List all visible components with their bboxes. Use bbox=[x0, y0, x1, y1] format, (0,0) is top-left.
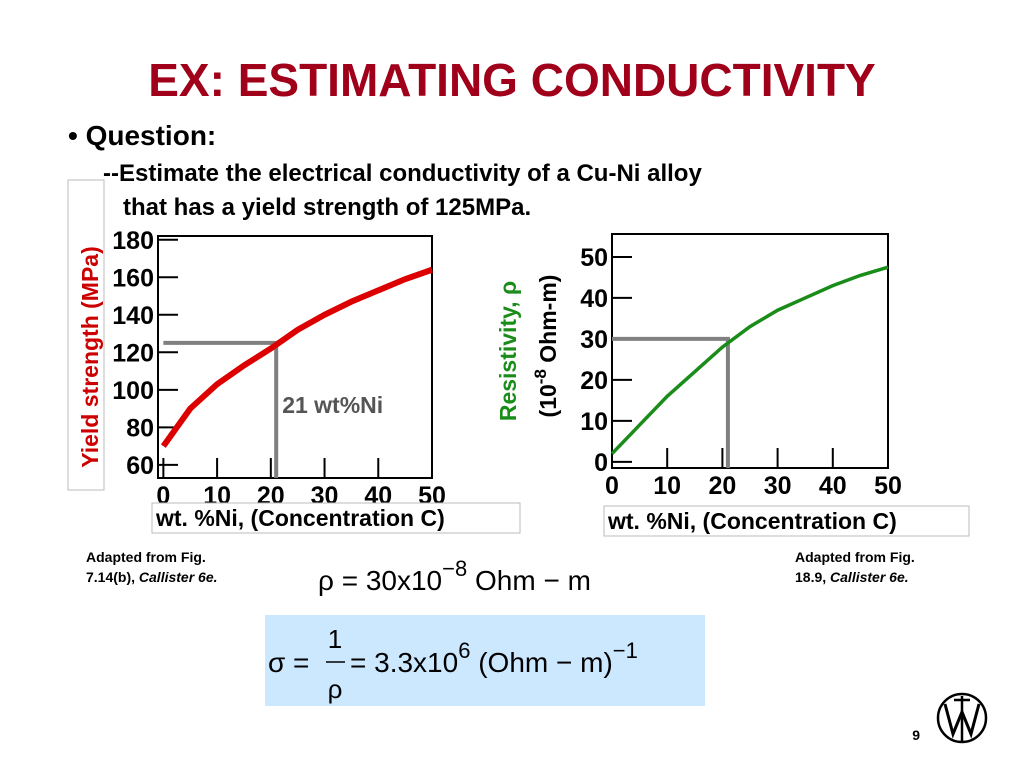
bullet: • Question: bbox=[68, 120, 216, 151]
y-axis-label: Yield strength (MPa) bbox=[77, 246, 103, 468]
caption: 7.14(b), Callister 6e. bbox=[86, 569, 218, 585]
y-axis-label: Resistivity, ρ bbox=[495, 281, 521, 421]
y-tick-label: 0 bbox=[594, 449, 608, 477]
y-tick-label: 30 bbox=[580, 326, 608, 354]
x-axis-label: wt. %Ni, (Concentration C) bbox=[155, 505, 445, 531]
fraction-den: ρ bbox=[328, 674, 343, 704]
page-number: 9 bbox=[912, 727, 920, 743]
plot-frame bbox=[611, 233, 889, 469]
guide-line bbox=[612, 336, 730, 468]
plot-frame bbox=[157, 235, 433, 479]
x-tick-label: 10 bbox=[653, 472, 681, 500]
y-tick-label: 20 bbox=[580, 367, 608, 395]
data-line bbox=[160, 266, 433, 448]
x-axis-label: wt. %Ni, (Concentration C) bbox=[607, 508, 897, 534]
equation-rhs: = 3.3x106 (Ohm − m)−1 bbox=[350, 638, 638, 678]
equation: ρ = 30x10−8 Ohm − m bbox=[318, 556, 591, 596]
y-axis-unit: (10-8 Ohm-m) bbox=[531, 275, 561, 418]
y-tick-label: 100 bbox=[112, 377, 154, 405]
unit-part: Ohm-m) bbox=[535, 275, 561, 370]
caption-part: 18.9, bbox=[795, 569, 830, 585]
unit-exp: -8 bbox=[531, 369, 550, 384]
x-tick-label: 0 bbox=[605, 472, 619, 500]
y-tick-label: 40 bbox=[580, 285, 608, 313]
x-tick-label: 50 bbox=[874, 472, 902, 500]
equation-box bbox=[265, 615, 705, 706]
x-label-box bbox=[151, 502, 521, 534]
y-tick-label: 80 bbox=[126, 414, 154, 442]
caption-part: Callister 6e. bbox=[830, 569, 909, 585]
caption: 18.9, Callister 6e. bbox=[795, 569, 909, 585]
caption: Adapted from Fig. bbox=[795, 549, 915, 565]
data-line bbox=[610, 265, 889, 455]
unit-part: (10 bbox=[535, 384, 561, 417]
caption-part: 7.14(b), bbox=[86, 569, 139, 585]
x-tick-label: 40 bbox=[819, 472, 847, 500]
question-line: --Estimate the electrical conductivity o… bbox=[103, 160, 702, 187]
y-tick-label: 180 bbox=[112, 227, 154, 255]
y-tick-label: 60 bbox=[126, 452, 154, 480]
x-tick-label: 20 bbox=[708, 472, 736, 500]
caption: Adapted from Fig. bbox=[86, 549, 206, 565]
annotation: 21 wt%Ni bbox=[282, 392, 383, 418]
y-tick-label: 160 bbox=[112, 264, 154, 292]
logo bbox=[936, 692, 988, 744]
y-tick-label: 140 bbox=[112, 302, 154, 330]
y-tick-label: 10 bbox=[580, 408, 608, 436]
question-line: that has a yield strength of 125MPa. bbox=[123, 194, 531, 221]
title: EX: ESTIMATING CONDUCTIVITY bbox=[148, 54, 876, 106]
y-label-frame bbox=[67, 179, 105, 491]
x-tick-label: 30 bbox=[764, 472, 792, 500]
y-tick-label: 50 bbox=[580, 244, 608, 272]
caption-part: Callister 6e. bbox=[139, 569, 218, 585]
equation-lhs: σ = bbox=[268, 647, 309, 678]
x-label-box bbox=[603, 505, 970, 537]
fraction-num: 1 bbox=[328, 624, 342, 654]
y-tick-label: 120 bbox=[112, 339, 154, 367]
